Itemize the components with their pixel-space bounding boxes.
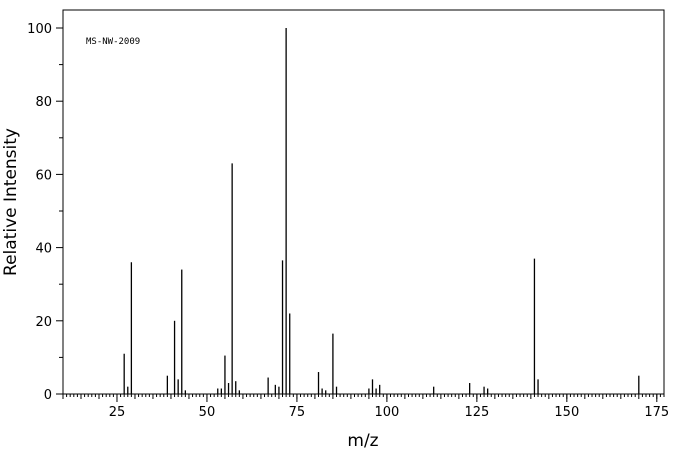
x-tick-label: 50 bbox=[199, 405, 216, 420]
x-tick-label: 150 bbox=[554, 405, 579, 420]
x-tick-label: 75 bbox=[289, 405, 306, 420]
y-tick-label: 0 bbox=[44, 388, 52, 403]
y-tick-label: 40 bbox=[35, 242, 52, 257]
y-tick-label: 20 bbox=[35, 315, 52, 330]
minor-ticks bbox=[59, 64, 665, 399]
y-axis-label: Relative Intensity bbox=[1, 128, 21, 276]
source-annotation: MS-NW-2009 bbox=[86, 37, 140, 47]
spectrum-bars bbox=[123, 28, 640, 394]
x-tick-label: 125 bbox=[464, 405, 489, 420]
x-tick-label: 175 bbox=[644, 405, 669, 420]
y-tick-label: 80 bbox=[35, 95, 52, 110]
y-tick-label: 100 bbox=[27, 22, 52, 37]
y-axis-ticks: 0 20 40 60 80 100 bbox=[27, 22, 63, 403]
x-axis-label: m/z bbox=[347, 431, 378, 451]
plot-frame bbox=[62, 9, 665, 395]
x-tick-label: 25 bbox=[109, 405, 126, 420]
x-axis-ticks: 25 50 75 100 125 150 175 bbox=[109, 394, 669, 420]
x-tick-label: 100 bbox=[374, 405, 399, 420]
y-tick-label: 60 bbox=[35, 168, 52, 183]
